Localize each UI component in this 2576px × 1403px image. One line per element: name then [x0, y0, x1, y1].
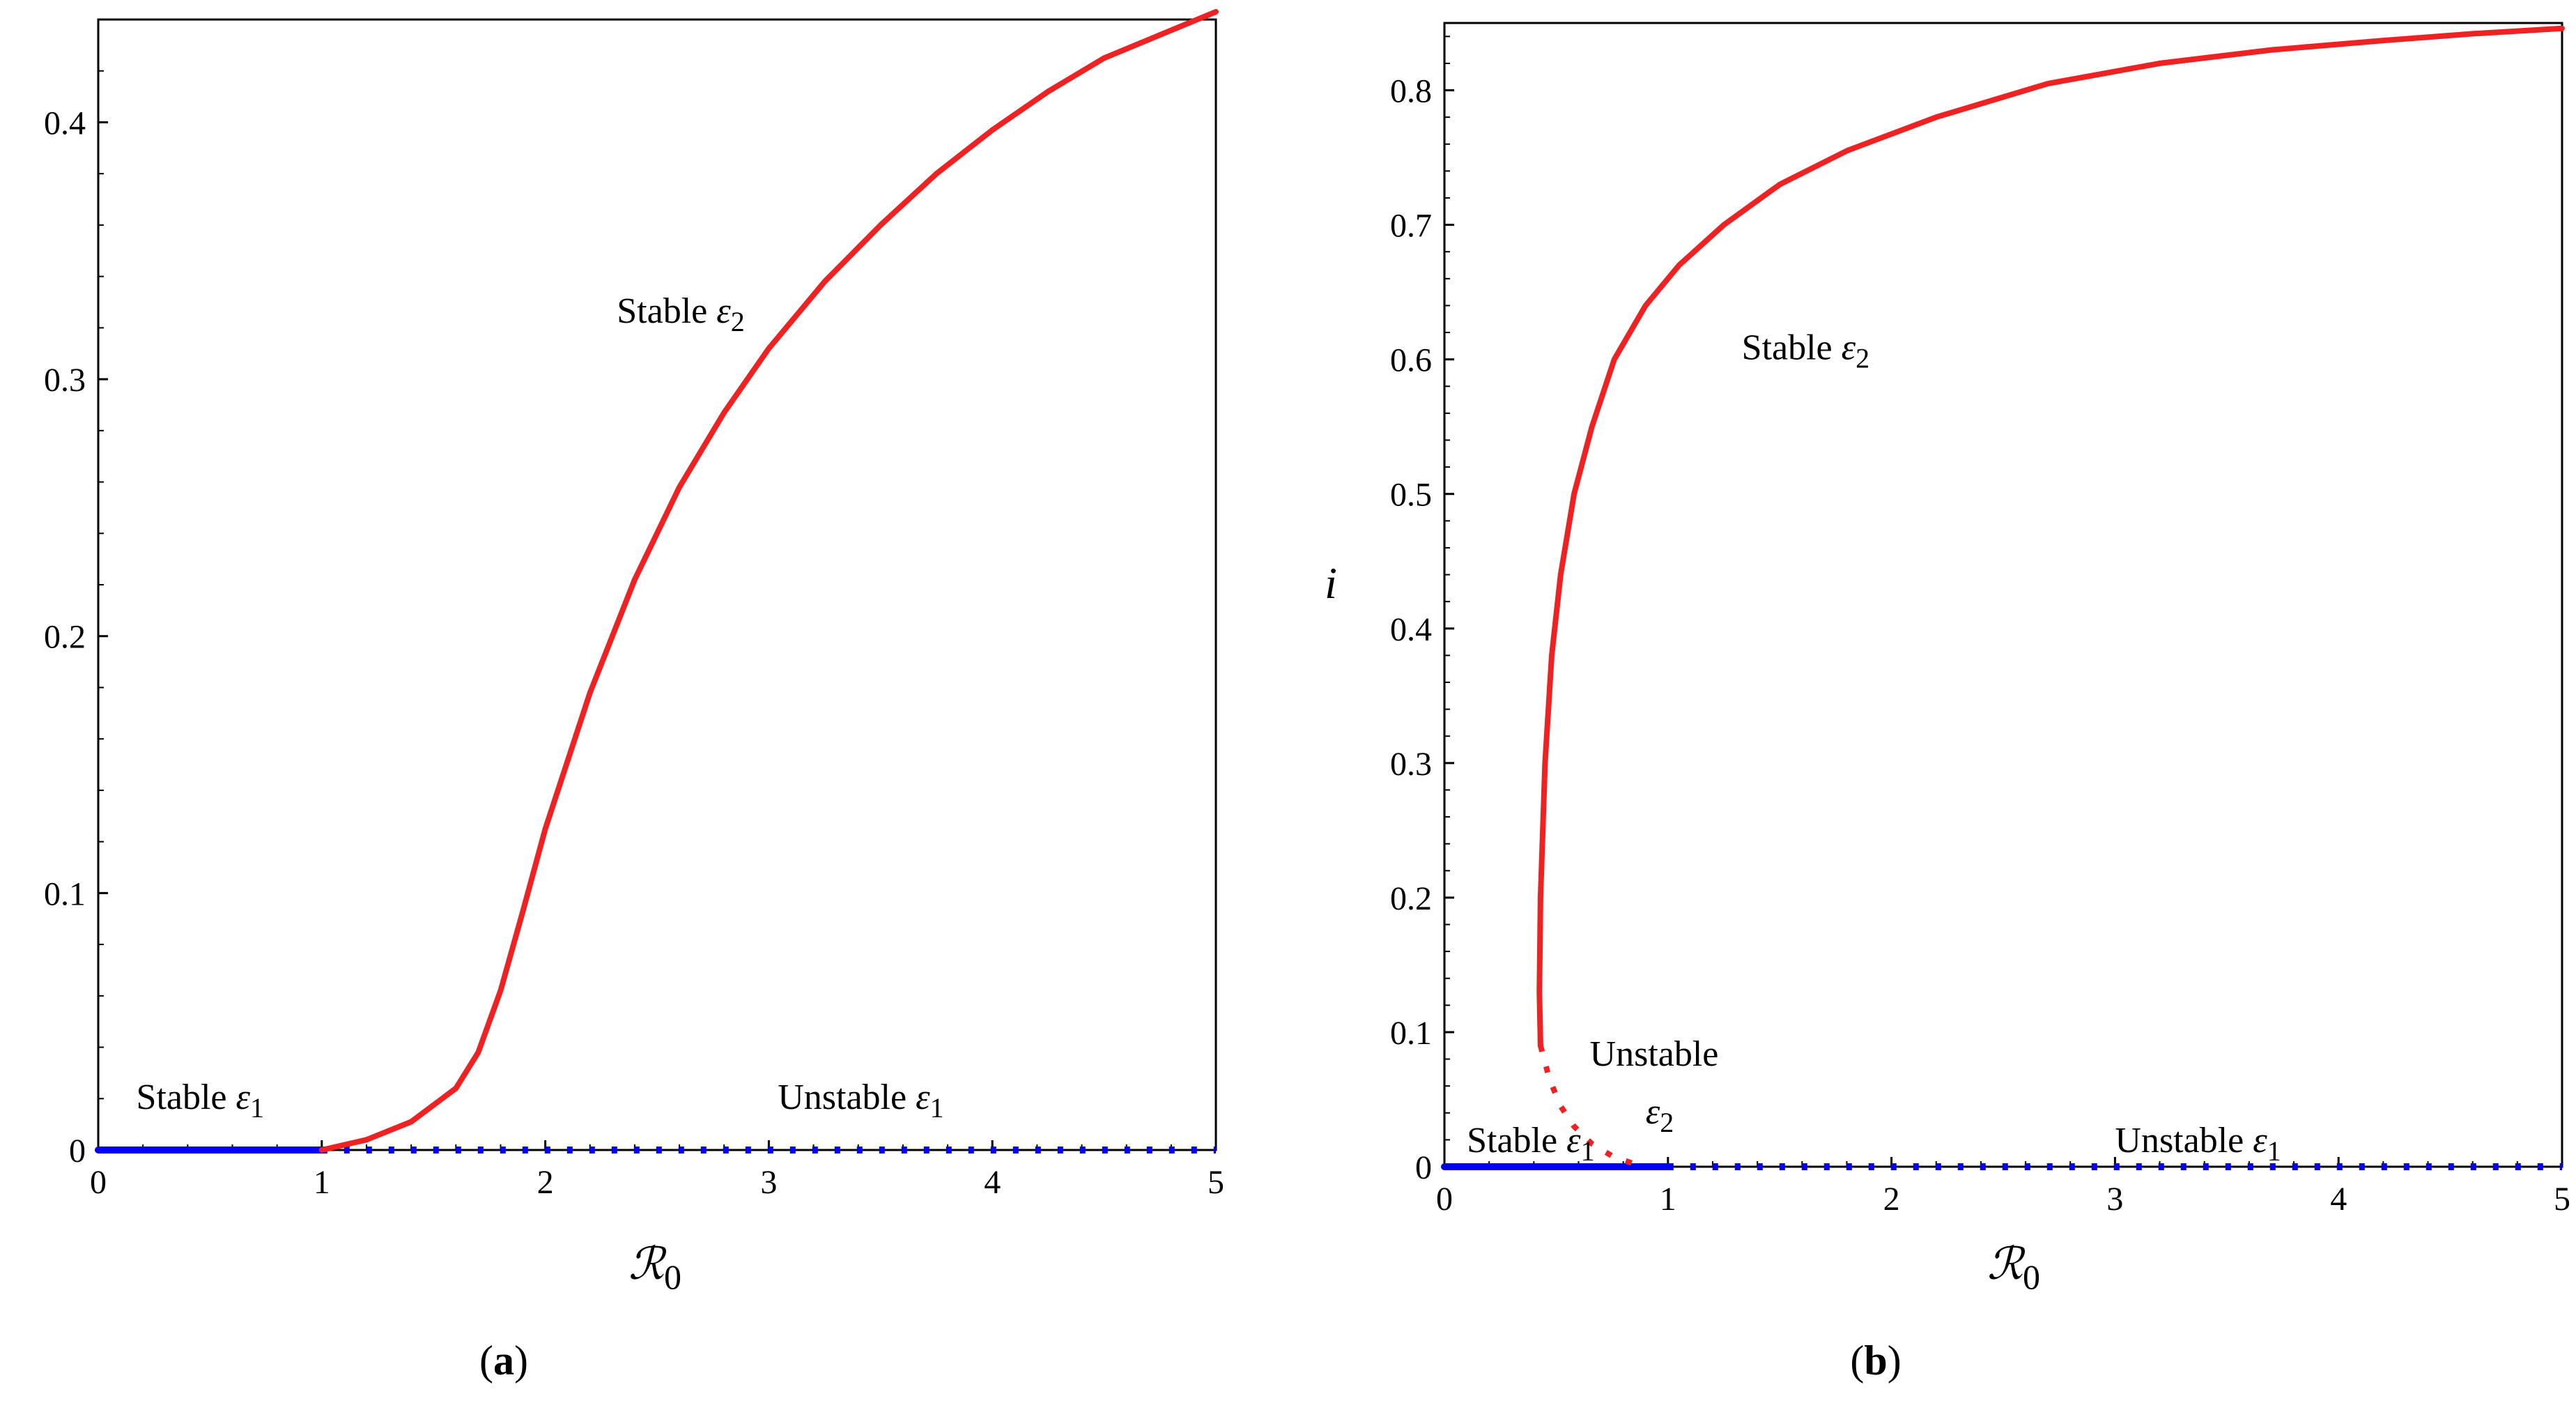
y-tick-label-1: 0.1: [44, 875, 86, 912]
panel-a-ticks: 0 1 2 3 4 5 0 0.1 0.2 0.3 0.4: [44, 70, 1224, 1201]
panel-a-label: (a): [479, 1337, 528, 1383]
x-tick-label-2: 2: [1883, 1181, 1900, 1218]
y-tick-label-8: 0.8: [1390, 73, 1432, 110]
x-tick-label-1: 1: [314, 1164, 330, 1201]
y-tick-label-0: 0: [1415, 1149, 1432, 1186]
y-tick-label-1: 0.1: [1390, 1015, 1432, 1052]
panel-b-ticks: 0 1 2 3 4 5 0 0.1 0.2 0.3 0.4 0.5 0.6 0.7 0.8: [1390, 36, 2570, 1218]
y-tick-label-3: 0.3: [44, 362, 86, 399]
x-tick-label-5: 5: [1208, 1164, 1224, 1201]
annotation-1: Stable ε1: [137, 1078, 264, 1124]
panel-a-annotations: Stable ε2 Stable ε1 Unstable ε1: [137, 291, 944, 1124]
x-tick-label-2: 2: [537, 1164, 554, 1201]
panel-b-curves: [1441, 25, 2565, 1170]
y-tick-label-5: 0.5: [1390, 477, 1432, 514]
panel-b: 0 1 2 3 4 5 0 0.1 0.2 0.3 0.4 0.5 0.6 0.7 0.8 Stable ε…: [1325, 22, 2570, 1383]
panel-b-annotations: Stable ε2 Unstable ε2 Stable ε1 Unstable ε1: [1467, 328, 2281, 1167]
series-3: [1536, 25, 2565, 1049]
x-tick-label-4: 4: [984, 1164, 1001, 1201]
annotation-2: Unstable ε1: [778, 1078, 943, 1124]
y-tick-label-4: 0.4: [44, 105, 86, 141]
annotation-0: Stable ε2: [1742, 328, 1869, 374]
series-2: [318, 8, 1219, 1153]
y-tick-label-2: 0.2: [44, 619, 86, 656]
x-tick-label-0: 0: [90, 1164, 107, 1201]
panel-a-x-axis-label: ℛ0: [628, 1239, 681, 1296]
panel-a-plot-frame: [97, 18, 1217, 1151]
y-tick-label-6: 0.6: [1390, 342, 1432, 379]
y-tick-label-3: 0.3: [1390, 746, 1432, 783]
y-tick-label-4: 0.4: [1390, 611, 1432, 648]
annotation-2: ε2: [1646, 1092, 1674, 1138]
x-tick-label-3: 3: [2106, 1181, 2123, 1218]
x-tick-label-0: 0: [1436, 1181, 1453, 1218]
series-2: [1538, 1045, 1636, 1167]
annotation-0: Stable ε2: [617, 291, 744, 337]
x-tick-label-5: 5: [2554, 1181, 2570, 1218]
panel-b-label: (b): [1850, 1337, 1901, 1383]
x-tick-label-3: 3: [760, 1164, 777, 1201]
panel-b-x-axis-label: ℛ0: [1987, 1239, 2040, 1296]
panel-b-y-axis-label: i: [1325, 558, 1337, 608]
annotation-1: Unstable: [1590, 1034, 1719, 1074]
panel-a: 0 1 2 3 4 5 0 0.1 0.2 0.3 0.4 Stable ε2 Stable ε1 Un…: [44, 8, 1224, 1383]
y-tick-label-2: 0.2: [1390, 880, 1432, 917]
annotation-4: Unstable ε1: [2115, 1121, 2281, 1167]
y-tick-label-7: 0.7: [1390, 208, 1432, 245]
x-tick-label-4: 4: [2330, 1181, 2347, 1218]
y-tick-label-0: 0: [69, 1133, 86, 1170]
panel-b-plot-frame: [1443, 22, 2563, 1168]
x-tick-label-1: 1: [1660, 1181, 1676, 1218]
annotation-3: Stable ε1: [1467, 1121, 1594, 1167]
panel-a-curves: [95, 8, 1219, 1153]
